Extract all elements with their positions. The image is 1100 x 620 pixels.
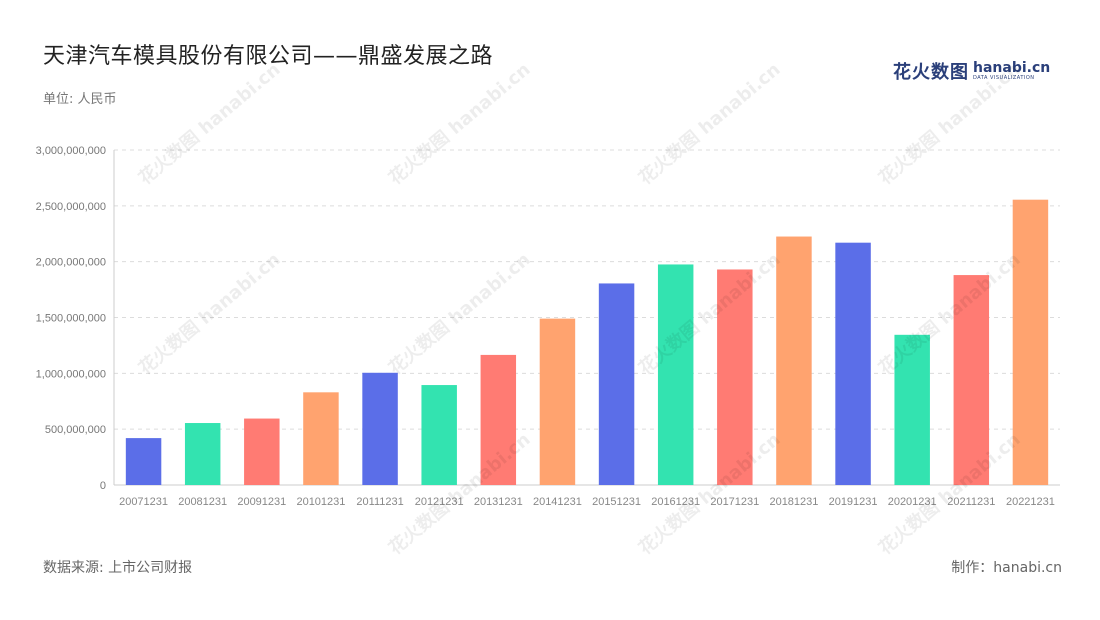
- x-tick-label: 20091231: [237, 496, 286, 508]
- bar: [657, 264, 694, 485]
- logo-subtext: DATA VISUALIZATION: [973, 75, 1035, 81]
- bar: [717, 269, 753, 485]
- x-tick-label: 20081231: [178, 496, 227, 508]
- bar: [184, 423, 221, 485]
- bar: [303, 392, 339, 485]
- bar: [362, 372, 398, 485]
- x-tick-label: 20161231: [651, 496, 700, 508]
- bar: [244, 418, 280, 485]
- bar: [894, 334, 930, 485]
- logo-text-en: hanabi.cn: [973, 60, 1051, 76]
- bar: [125, 438, 162, 485]
- logo-en-block: hanabi.cn DATA VISUALIZATION: [973, 61, 1050, 81]
- y-tick-label: 0: [100, 480, 106, 492]
- bar: [421, 385, 457, 485]
- bar: [539, 318, 576, 485]
- x-tick-label: 20071231: [119, 496, 168, 508]
- credit: 制作：hanabi.cn: [951, 560, 1062, 576]
- y-tick-label: 500,000,000: [45, 424, 106, 436]
- bar: [953, 275, 990, 485]
- unit-label: 单位: 人民币: [43, 92, 117, 107]
- bar: [776, 236, 812, 485]
- logo-text-cn: 花火数图: [893, 62, 969, 83]
- x-tick-label: 20211231: [947, 496, 995, 508]
- y-tick-label: 2,500,000,000: [36, 201, 106, 213]
- x-tick-label: 20111231: [356, 496, 403, 508]
- data-source: 数据来源: 上市公司财报: [43, 560, 193, 576]
- y-tick-label: 1,500,000,000: [36, 313, 106, 325]
- bar: [598, 283, 635, 485]
- x-tick-label: 20201231: [888, 496, 937, 508]
- x-tick-label: 20221231: [1006, 496, 1055, 508]
- x-tick-label: 20151231: [592, 496, 641, 508]
- x-tick-label: 20101231: [296, 496, 345, 508]
- y-tick-label: 2,000,000,000: [36, 257, 106, 269]
- x-tick-label: 20141231: [533, 496, 582, 508]
- y-tick-label: 3,000,000,000: [36, 145, 106, 157]
- bar: [480, 354, 517, 485]
- chart-title: 天津汽车模具股份有限公司——鼎盛发展之路: [43, 44, 494, 69]
- x-tick-label: 20171231: [710, 496, 759, 508]
- x-tick-label: 20131231: [474, 496, 523, 508]
- bar: [1012, 199, 1049, 486]
- x-tick-label: 20191231: [829, 496, 878, 508]
- bar: [835, 242, 871, 485]
- brand-logo: 花火数图 hanabi.cn DATA VISUALIZATION: [893, 58, 1050, 84]
- x-tick-label: 20121231: [415, 496, 464, 508]
- y-tick-label: 1,000,000,000: [36, 368, 106, 380]
- x-tick-label: 20181231: [769, 496, 818, 508]
